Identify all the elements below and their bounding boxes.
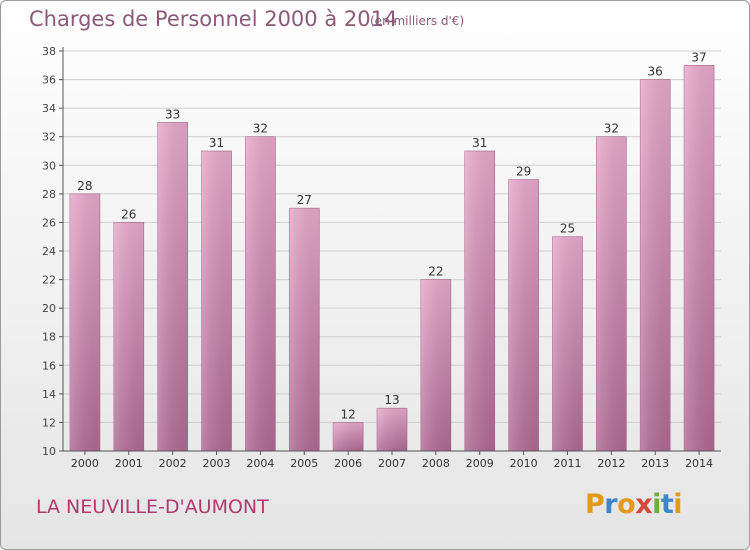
data-label: 31: [472, 136, 487, 150]
x-tick-label: 2007: [378, 457, 406, 470]
data-label: 29: [516, 165, 531, 179]
data-label: 22: [428, 265, 443, 279]
bar-shade: [69, 193, 100, 451]
bar-shade: [640, 79, 671, 452]
bar-shade: [289, 208, 320, 451]
data-label: 32: [604, 122, 619, 136]
y-tick-label: 26: [42, 216, 56, 229]
x-tick-label: 2010: [510, 457, 538, 470]
x-tick-label: 2012: [597, 457, 625, 470]
data-label: 28: [77, 179, 92, 193]
chart-subtitle: (en milliers d'€): [370, 14, 465, 28]
logo-letter: o: [617, 489, 636, 520]
logo-letter: r: [604, 489, 618, 520]
x-tick-label: 2008: [422, 457, 450, 470]
x-tick-label: 2011: [553, 457, 581, 470]
data-label: 26: [121, 207, 136, 221]
data-label: 31: [209, 136, 224, 150]
y-tick-label: 38: [42, 45, 56, 58]
y-tick-label: 20: [42, 302, 56, 315]
data-label: 37: [691, 50, 706, 64]
proxiti-logo: Proxiti: [585, 489, 683, 520]
bar-shade: [596, 136, 627, 451]
y-tick-label: 36: [42, 74, 56, 87]
bar-shade: [113, 222, 144, 451]
chart-title: Charges de Personnel 2000 à 2014: [29, 7, 398, 31]
bar-shade: [377, 408, 407, 451]
bar-shade: [157, 122, 188, 451]
bar-shade: [201, 151, 232, 451]
data-label: 13: [384, 393, 399, 407]
bar-shade: [420, 279, 451, 451]
bar-shade: [245, 136, 276, 451]
data-label: 36: [648, 65, 663, 79]
bar-shade: [464, 151, 495, 451]
logo-letter: i: [652, 489, 661, 520]
y-tick-label: 30: [42, 159, 56, 172]
logo-letter: P: [585, 489, 605, 520]
x-tick-label: 2002: [159, 457, 187, 470]
y-tick-label: 12: [42, 416, 56, 429]
data-label: 27: [297, 193, 312, 207]
y-tick-label: 16: [42, 359, 56, 372]
y-tick-label: 10: [42, 445, 56, 458]
y-tick-label: 34: [42, 102, 56, 115]
y-tick-label: 32: [42, 131, 56, 144]
y-tick-label: 18: [42, 331, 56, 344]
y-tick-label: 22: [42, 274, 56, 287]
y-tick-label: 14: [42, 388, 56, 401]
x-tick-label: 2005: [290, 457, 318, 470]
bar-shade: [552, 236, 583, 451]
data-label: 12: [340, 407, 355, 421]
logo-letter: t: [660, 489, 674, 520]
logo-letter: i: [673, 489, 683, 520]
x-tick-label: 2014: [685, 457, 713, 470]
x-tick-label: 2009: [466, 457, 494, 470]
x-tick-label: 2006: [334, 457, 362, 470]
x-tick-label: 2003: [203, 457, 231, 470]
logo-letter: x: [635, 489, 653, 520]
bar-shade: [684, 65, 715, 452]
data-label: 33: [165, 107, 180, 121]
x-tick-label: 2000: [71, 457, 99, 470]
bar-shade: [508, 179, 539, 452]
bar-shade: [333, 422, 364, 451]
y-tick-label: 24: [42, 245, 56, 258]
x-tick-label: 2004: [246, 457, 274, 470]
x-tick-label: 2001: [115, 457, 143, 470]
x-tick-label: 2013: [641, 457, 669, 470]
city-name: LA NEUVILLE-D'AUMONT: [36, 496, 269, 518]
y-tick-label: 28: [42, 188, 56, 201]
data-label: 25: [560, 222, 575, 236]
data-label: 32: [253, 122, 268, 136]
